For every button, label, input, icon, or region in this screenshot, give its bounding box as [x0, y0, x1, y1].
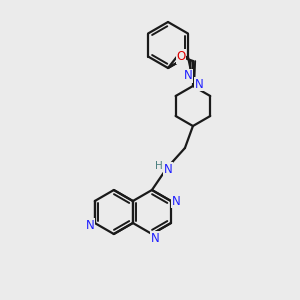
Text: N: N	[164, 163, 172, 176]
Text: N: N	[195, 77, 203, 91]
Text: N: N	[184, 70, 193, 83]
Text: H: H	[155, 161, 163, 171]
Text: N: N	[85, 218, 94, 232]
Text: N: N	[172, 194, 180, 208]
Text: O: O	[176, 50, 186, 63]
Text: N: N	[151, 232, 159, 244]
